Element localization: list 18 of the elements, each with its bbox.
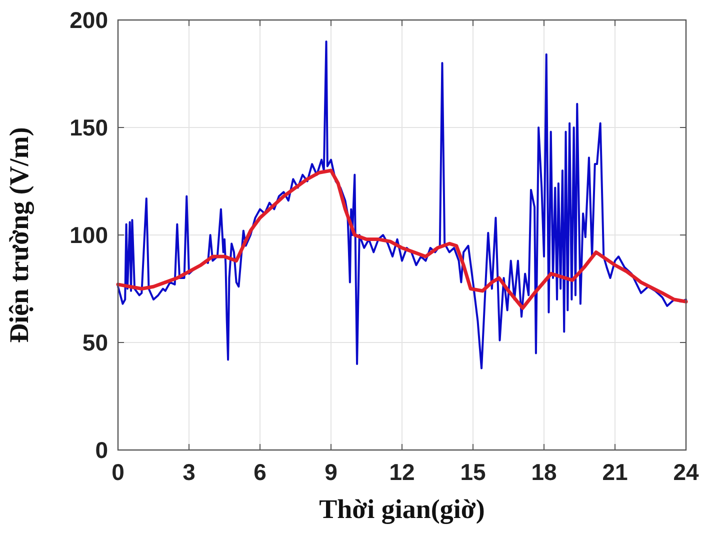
x-tick-label: 9 — [324, 459, 338, 485]
x-tick-label: 15 — [460, 459, 486, 485]
line-series — [117, 40, 687, 370]
y-tick-label: 0 — [95, 437, 108, 464]
y-tick-label: 50 — [82, 330, 108, 356]
y-tick-label: 150 — [70, 114, 108, 141]
x-tick-label: 21 — [602, 459, 628, 485]
x-tick-label: 6 — [254, 459, 266, 485]
y-tick-label: 100 — [70, 222, 108, 248]
x-tick-label: 3 — [182, 459, 196, 485]
x-axis-title: Thời gian(giờ) — [319, 494, 485, 524]
y-axis-title: Điện trường (V/m) — [4, 127, 34, 343]
x-tick-label: 18 — [531, 459, 557, 485]
line-series — [116, 168, 688, 310]
x-tick-label: 12 — [389, 459, 415, 485]
x-tick-label: 0 — [112, 459, 124, 485]
y-tick-label: 200 — [70, 7, 108, 34]
x-tick-label: 24 — [673, 459, 699, 485]
